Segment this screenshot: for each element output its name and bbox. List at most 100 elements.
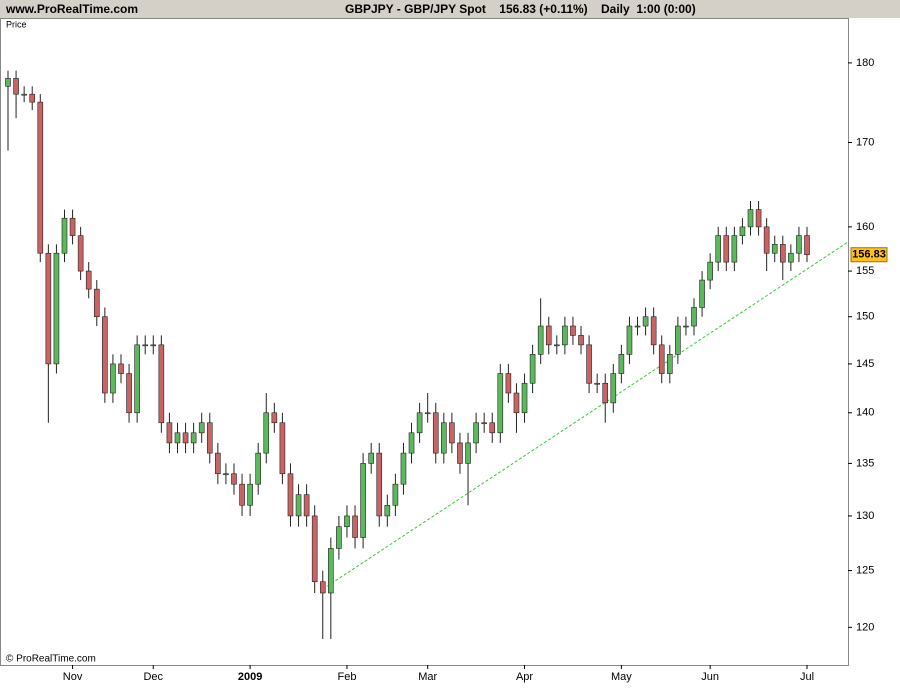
x-tick-label: May xyxy=(611,671,632,683)
last-price-label: 156.83 xyxy=(852,249,886,261)
plot-area xyxy=(0,18,849,666)
candle-body xyxy=(134,344,140,414)
candle-body xyxy=(779,244,786,263)
copyright: © ProRealTime.com xyxy=(6,654,96,665)
candle-body xyxy=(497,373,504,434)
candle-body xyxy=(215,452,221,475)
candle-body xyxy=(198,422,205,434)
y-tick-label: 155 xyxy=(856,265,874,277)
candle-body xyxy=(658,344,665,374)
candle-body xyxy=(376,452,383,517)
candle-body xyxy=(5,78,11,87)
candle-body xyxy=(190,432,197,444)
candle-body xyxy=(319,581,326,594)
candle-body xyxy=(110,363,116,394)
candle-body xyxy=(731,235,738,263)
candle-body xyxy=(303,494,310,517)
candle-body xyxy=(618,354,625,374)
candle-body xyxy=(53,252,60,365)
candle-body xyxy=(344,515,350,527)
candle-body xyxy=(126,373,132,414)
candle-body xyxy=(231,473,237,485)
candle-body xyxy=(150,344,157,347)
candle-body xyxy=(85,270,92,290)
candle-body xyxy=(586,344,592,384)
candle-body xyxy=(29,93,36,103)
candle-body xyxy=(255,452,261,485)
candle-body xyxy=(489,422,496,434)
candle-body xyxy=(69,217,76,236)
candle-body xyxy=(174,432,181,444)
candle-body xyxy=(634,325,641,328)
candle-body xyxy=(675,325,681,355)
candle-body xyxy=(457,442,463,464)
site-name: www.ProRealTime.com xyxy=(5,2,138,16)
chart-title: GBPJPY - GBP/JPY Spot 156.83 (+0.11%) Da… xyxy=(345,2,696,16)
y-tick-label: 150 xyxy=(856,311,874,323)
candle-body xyxy=(13,78,19,95)
candle-body xyxy=(473,422,479,444)
candle-body xyxy=(166,422,173,444)
candle-body xyxy=(449,422,455,444)
x-tick-label: Apr xyxy=(516,671,533,683)
x-tick-label: Mar xyxy=(418,671,437,683)
candle-body xyxy=(336,526,342,549)
candle-body xyxy=(271,412,278,424)
candle-body xyxy=(691,307,697,327)
candle-body xyxy=(626,325,633,355)
y-tick-label: 180 xyxy=(856,57,874,69)
candle-body xyxy=(118,363,124,374)
y-tick-label: 135 xyxy=(856,457,874,469)
candle-body xyxy=(747,209,754,228)
candle-body xyxy=(578,335,584,346)
x-tick-label: Dec xyxy=(143,671,163,683)
candle-body xyxy=(61,217,68,254)
candle-body xyxy=(521,382,528,414)
candle-body xyxy=(699,279,705,308)
candle-body xyxy=(683,325,689,328)
candle-body xyxy=(21,93,27,96)
candle-body xyxy=(182,432,189,444)
candle-body xyxy=(529,354,536,384)
candle-body xyxy=(384,504,391,517)
candle-body xyxy=(368,452,374,464)
candle-body xyxy=(287,473,294,517)
candle-body xyxy=(408,432,415,454)
candle-body xyxy=(481,422,487,425)
candle-body xyxy=(505,373,512,394)
candle-body xyxy=(247,483,253,506)
candle-body xyxy=(610,373,617,404)
candle-body xyxy=(513,392,520,414)
candle-body xyxy=(400,452,407,485)
candle-body xyxy=(223,473,229,476)
y-tick-label: 170 xyxy=(856,136,874,148)
candle-body xyxy=(424,412,431,415)
x-tick-label: Nov xyxy=(63,671,83,683)
candle-body xyxy=(666,354,673,374)
y-tick-label: 120 xyxy=(856,621,874,633)
y-tick-label: 160 xyxy=(856,221,874,233)
candle-body xyxy=(771,244,778,254)
candle-body xyxy=(102,316,108,394)
candle-body xyxy=(142,344,149,347)
candle-body xyxy=(360,463,366,538)
candle-body xyxy=(37,101,44,254)
y-tick-label: 145 xyxy=(856,358,874,370)
candle-body xyxy=(545,325,552,346)
candle-body xyxy=(295,494,302,517)
y-tick-label: 125 xyxy=(856,564,874,576)
candle-body xyxy=(707,261,713,281)
candle-body xyxy=(311,515,318,583)
candle-body xyxy=(392,483,399,506)
candle-body xyxy=(77,235,84,272)
candle-body xyxy=(715,235,722,263)
candle-body xyxy=(45,252,52,365)
candle-body xyxy=(352,515,358,538)
last-price-box xyxy=(850,247,888,263)
candle-body xyxy=(755,209,762,228)
candle-body xyxy=(263,412,270,454)
candle-body xyxy=(93,288,100,318)
candle-body xyxy=(562,325,568,346)
header-bar xyxy=(0,0,900,18)
